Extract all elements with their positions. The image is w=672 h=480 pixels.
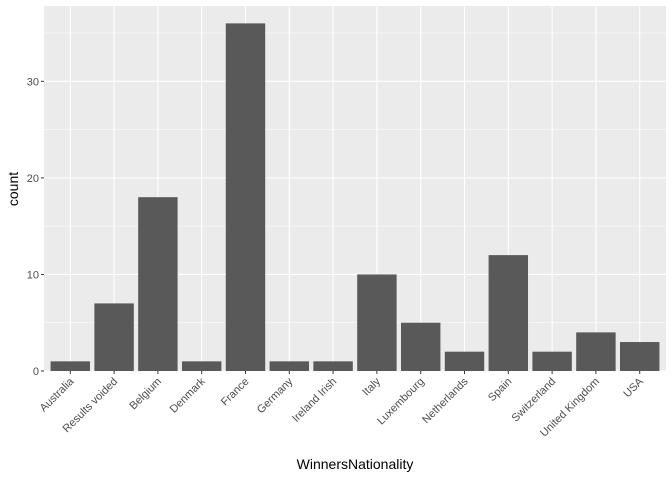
y-axis: 0 10 20 30 (27, 76, 44, 378)
x-tick-label: Australia (38, 375, 77, 414)
x-tick-label: Netherlands (420, 375, 471, 426)
bar-luxembourg (400, 322, 441, 371)
x-tick-label: Italy (360, 375, 383, 398)
x-tick-label: Spain (486, 376, 514, 404)
x-tick-label: USA (621, 375, 646, 400)
bar-italy (357, 274, 397, 371)
bar-results-voided (94, 303, 134, 371)
bar-united-kingdom (576, 332, 616, 371)
bar-switzerland (532, 351, 572, 371)
y-tick-label: 10 (27, 269, 39, 281)
bar-denmark (181, 361, 222, 371)
bar-australia (50, 361, 90, 371)
x-tick-label: Luxembourg (375, 376, 427, 428)
x-tick-label: Ireland Irish (290, 376, 339, 425)
bar-ireland-irish (313, 361, 353, 371)
x-tick-label: Denmark (168, 375, 208, 415)
y-tick-label: 0 (33, 366, 39, 378)
x-tick-label: Belgium (127, 376, 164, 413)
x-tick-label: France (219, 376, 252, 409)
y-axis-title: count (5, 172, 21, 206)
plot-panel (44, 6, 666, 371)
bar-belgium (138, 197, 178, 371)
y-tick-label: 30 (27, 76, 39, 88)
bar-usa (620, 342, 660, 371)
y-tick-label: 20 (27, 173, 39, 185)
bar-germany (269, 361, 310, 371)
x-axis-title: WinnersNationality (297, 456, 414, 472)
bars (50, 23, 660, 372)
bar-spain (488, 255, 529, 371)
x-tick-label: Germany (255, 375, 296, 416)
bar-france (225, 23, 266, 372)
bar-netherlands (444, 351, 485, 371)
